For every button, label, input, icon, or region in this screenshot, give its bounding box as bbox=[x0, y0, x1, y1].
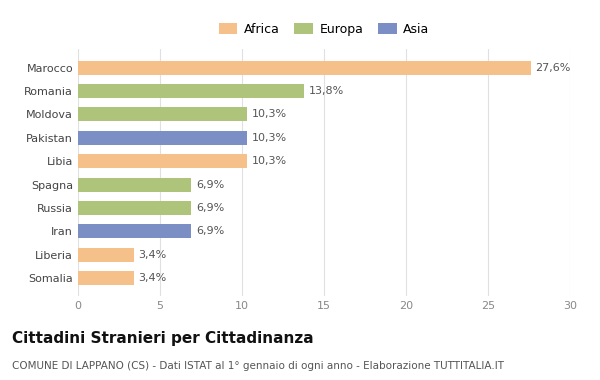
Text: 10,3%: 10,3% bbox=[252, 133, 287, 143]
Text: Cittadini Stranieri per Cittadinanza: Cittadini Stranieri per Cittadinanza bbox=[12, 331, 314, 345]
Bar bbox=[78, 224, 191, 238]
Text: 6,9%: 6,9% bbox=[196, 226, 224, 236]
Bar bbox=[78, 84, 304, 98]
Legend: Africa, Europa, Asia: Africa, Europa, Asia bbox=[216, 20, 432, 38]
Text: 3,4%: 3,4% bbox=[139, 250, 167, 260]
Bar bbox=[78, 131, 247, 145]
Text: 6,9%: 6,9% bbox=[196, 180, 224, 190]
Text: 27,6%: 27,6% bbox=[536, 63, 571, 73]
Bar bbox=[78, 201, 191, 215]
Bar bbox=[78, 271, 134, 285]
Bar bbox=[78, 248, 134, 262]
Text: COMUNE DI LAPPANO (CS) - Dati ISTAT al 1° gennaio di ogni anno - Elaborazione TU: COMUNE DI LAPPANO (CS) - Dati ISTAT al 1… bbox=[12, 361, 504, 371]
Bar bbox=[78, 154, 247, 168]
Bar bbox=[78, 177, 191, 192]
Text: 10,3%: 10,3% bbox=[252, 109, 287, 119]
Bar bbox=[78, 108, 247, 122]
Text: 3,4%: 3,4% bbox=[139, 273, 167, 283]
Text: 13,8%: 13,8% bbox=[309, 86, 344, 96]
Bar bbox=[78, 61, 530, 74]
Text: 6,9%: 6,9% bbox=[196, 203, 224, 213]
Text: 10,3%: 10,3% bbox=[252, 156, 287, 166]
